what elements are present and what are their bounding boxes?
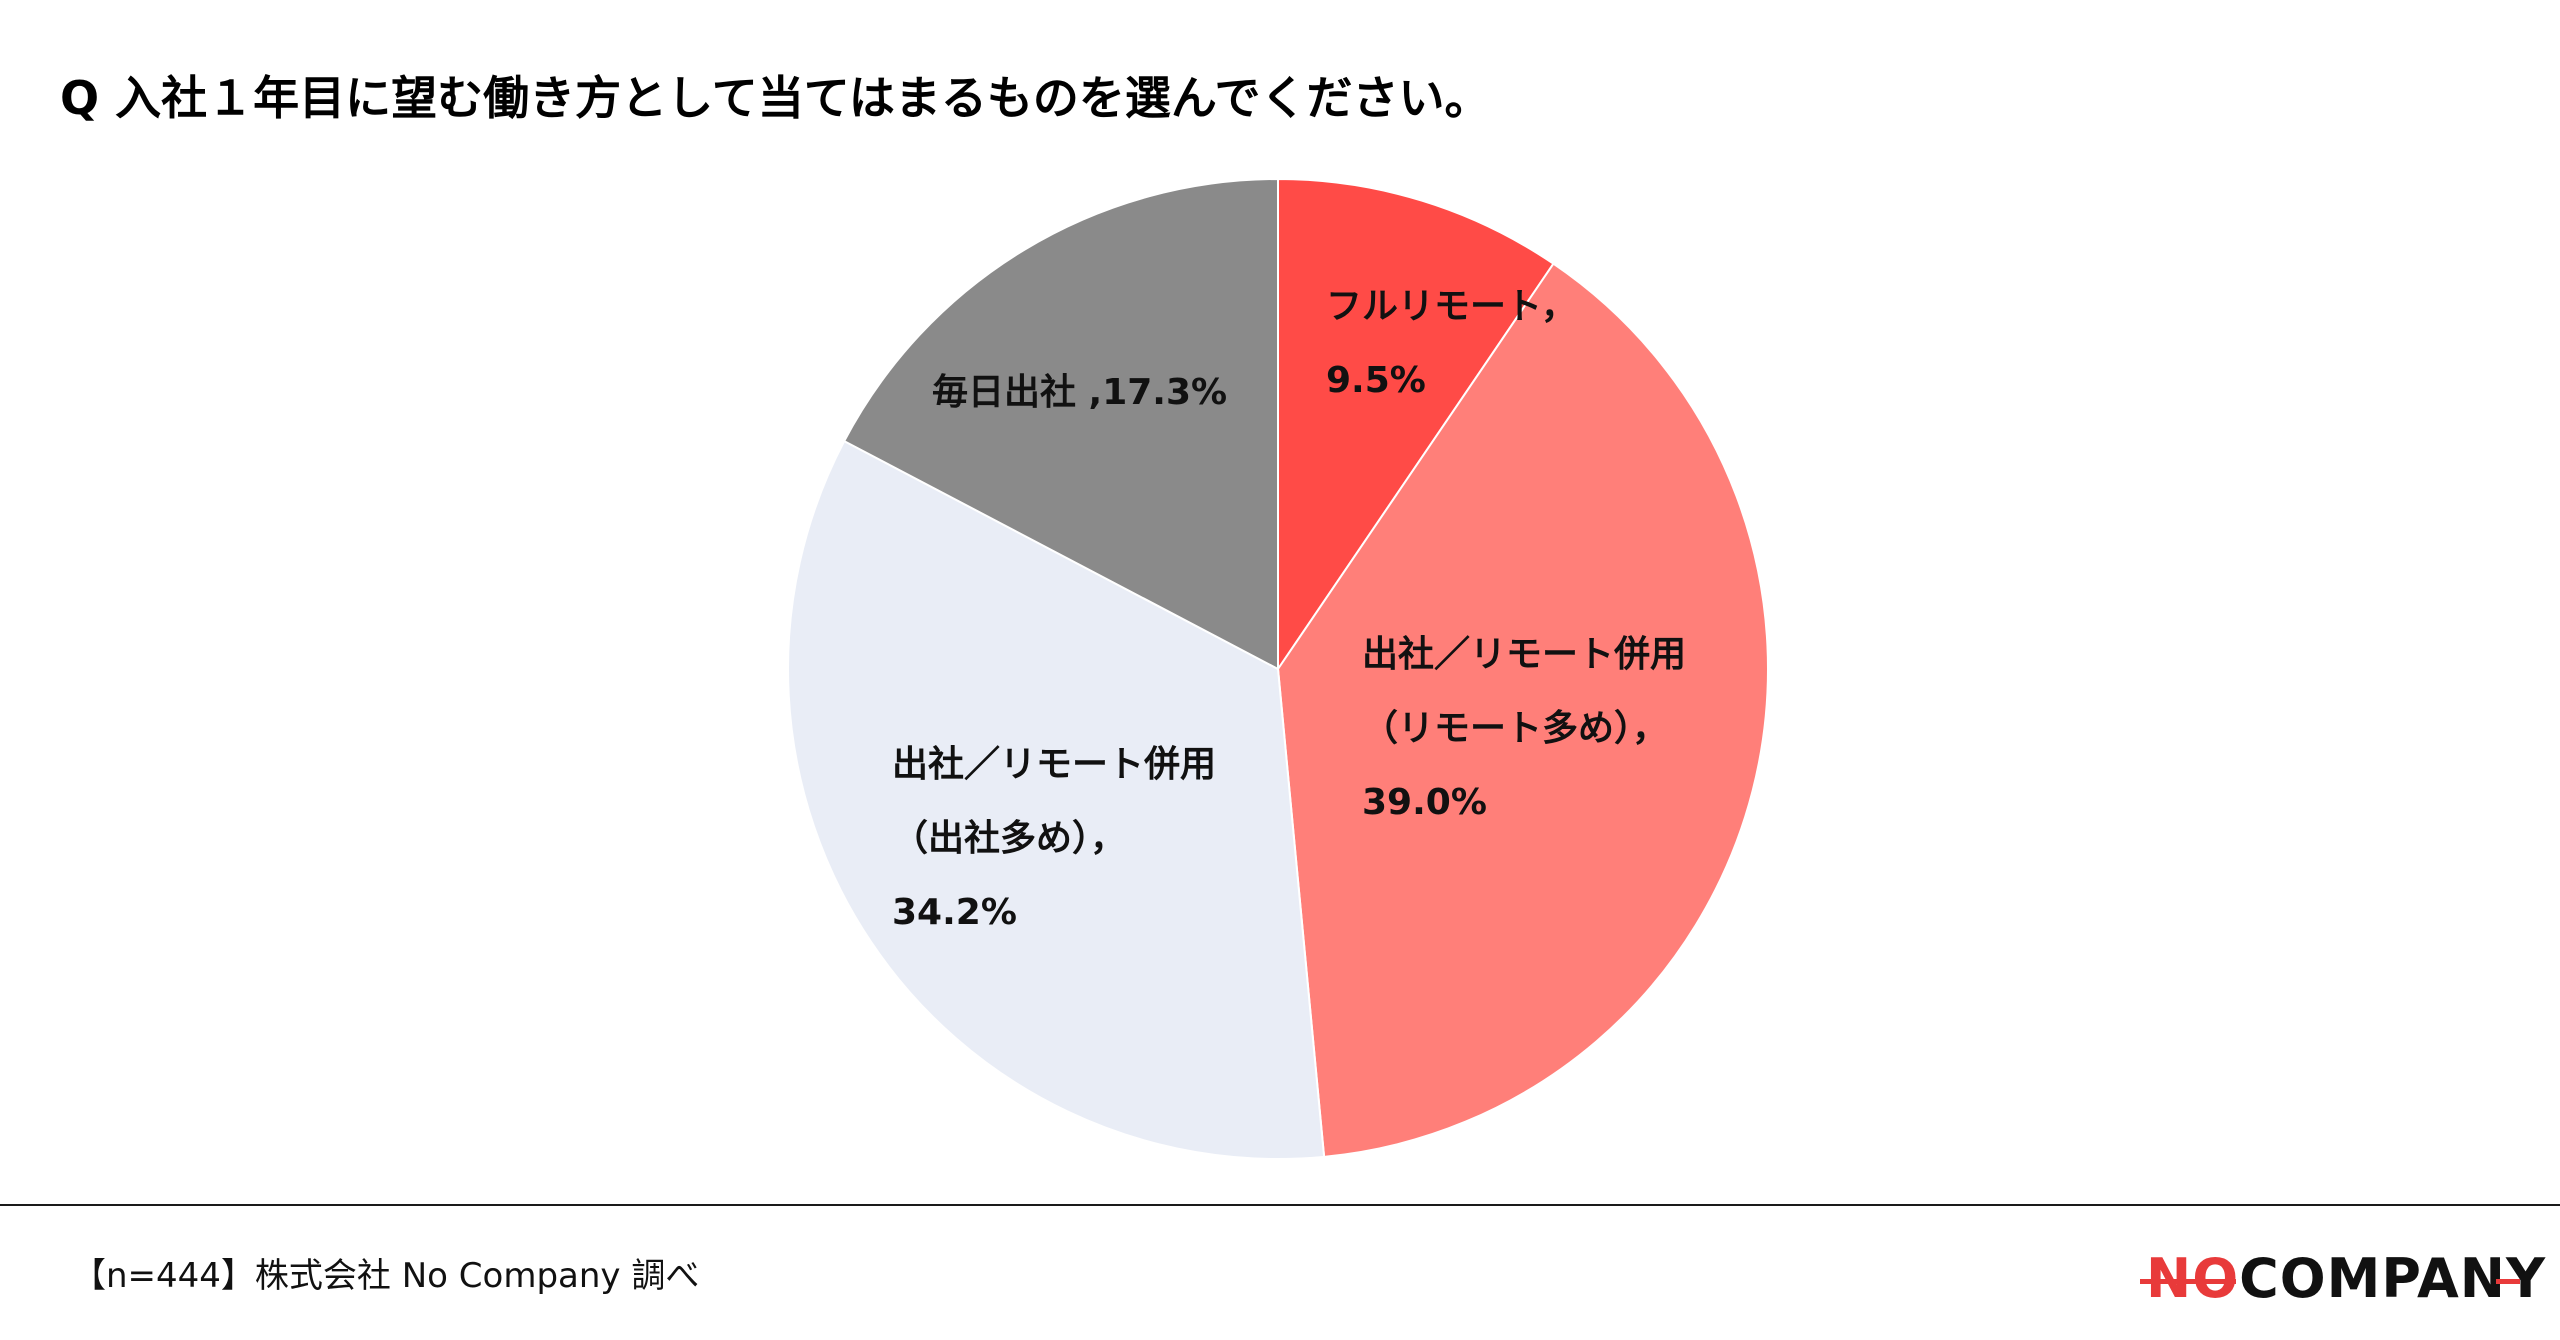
label-line: 9.5%	[1326, 360, 1426, 401]
pie-slice-hybrid-remote-more	[1276, 262, 1769, 1158]
pie-slice-full-remote	[1277, 177, 1555, 673]
pie-slice-daily-office	[842, 177, 1279, 671]
source-note: 【n=444】株式会社 No Company 調べ	[72, 1256, 700, 1296]
logo-accent-line-left	[2140, 1279, 2236, 1284]
label-line: 出社／リモート併用	[1362, 634, 1687, 675]
label-line: 毎日出社 ,17.3%	[932, 372, 1228, 413]
chart-title: Q 入社１年目に望む働き方として当てはまるものを選んでください。	[60, 71, 1491, 125]
pie-slice-hybrid-office-more	[786, 439, 1326, 1160]
label-line: （リモート多め），	[1362, 708, 1669, 749]
slice-label-full-remote: フルリモート， 9.5%	[1326, 270, 1577, 418]
label-line: 39.0%	[1362, 782, 1487, 823]
company-logo: NOCOMPANY	[2146, 1247, 2546, 1310]
label-line: フルリモート，	[1326, 286, 1577, 327]
slice-label-daily-office: 毎日出社 ,17.3%	[932, 356, 1227, 430]
footer-divider	[0, 1204, 2560, 1206]
pie-chart	[786, 177, 1769, 1160]
logo-company-text: COMPANY	[2239, 1247, 2547, 1310]
slice-label-hybrid-office-more: 出社／リモート併用 （出社多め）， 34.2%	[892, 728, 1216, 950]
label-line: 出社／リモート併用	[892, 744, 1217, 785]
label-line: 34.2%	[892, 892, 1017, 933]
logo-accent-line-right	[2496, 1279, 2520, 1284]
logo-no-text: NO	[2146, 1247, 2240, 1310]
label-line: （出社多め），	[892, 818, 1127, 859]
slice-label-hybrid-remote-more: 出社／リモート併用 （リモート多め）， 39.0%	[1362, 618, 1686, 840]
